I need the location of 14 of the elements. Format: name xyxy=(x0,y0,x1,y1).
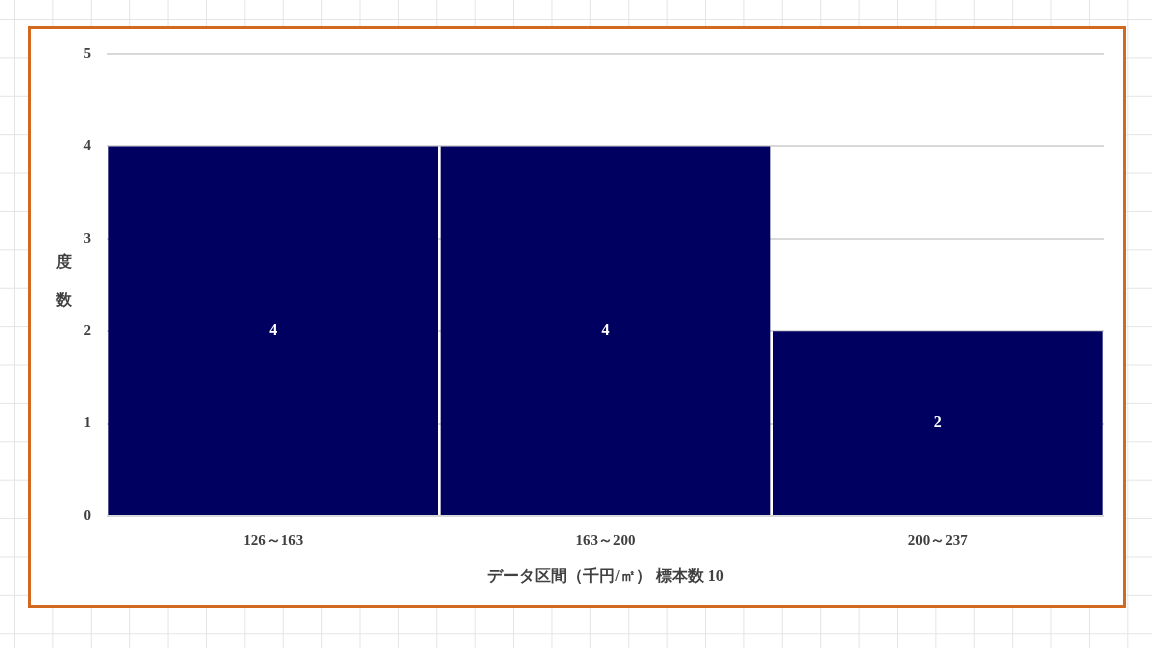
x-tick-label: 200～237 xyxy=(907,531,969,548)
y-tick-label: 3 xyxy=(83,229,91,246)
y-tick-label: 5 xyxy=(83,44,91,61)
y-tick-label: 2 xyxy=(83,322,91,339)
data-label: 4 xyxy=(269,320,278,338)
x-axis-title: データ区間（千円/㎡） 標本数 10 xyxy=(487,566,724,585)
y-tick-label: 0 xyxy=(83,506,91,523)
y-tick-label: 1 xyxy=(83,414,91,431)
y-tick-label: 4 xyxy=(83,137,92,154)
data-label: 2 xyxy=(933,413,942,431)
x-tick-label: 126～163 xyxy=(243,531,304,548)
text: 度数 xyxy=(55,253,72,308)
data-label: 4 xyxy=(601,320,610,338)
x-tick-label: 163～200 xyxy=(575,531,636,548)
